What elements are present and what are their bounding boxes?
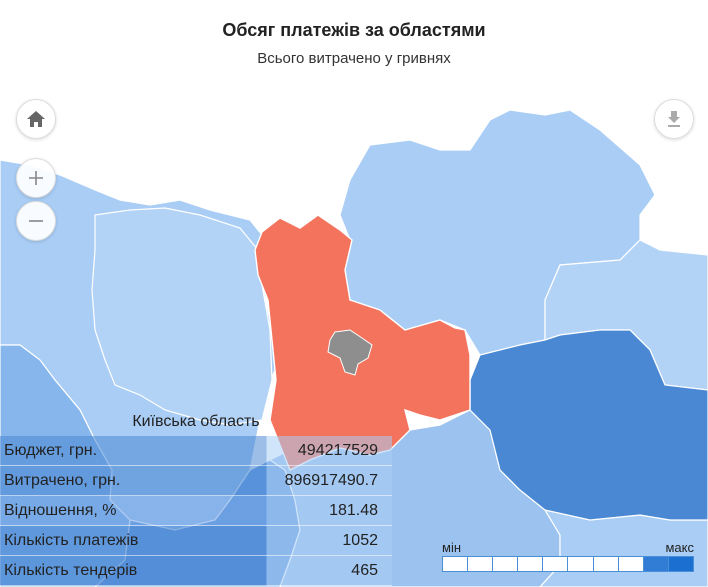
tooltip-label: Відношення, %: [4, 502, 117, 519]
tooltip-region-name: Київська область: [132, 413, 260, 430]
legend-step: [468, 557, 494, 571]
tooltip-value: 465: [351, 562, 378, 579]
tooltip-row: Кількість платежів 1052: [0, 526, 392, 556]
home-icon: [27, 111, 45, 127]
city-kyiv[interactable]: [327, 329, 373, 376]
tooltip-label: Кількість платежів: [4, 532, 139, 549]
download-button[interactable]: [654, 99, 694, 139]
tooltip-value: 896917490.7: [284, 472, 378, 489]
minus-icon: [29, 220, 43, 222]
legend-step: [643, 557, 669, 571]
legend-step: [618, 557, 644, 571]
legend-step: [443, 557, 469, 571]
legend-step: [493, 557, 519, 571]
legend-scale: [442, 556, 694, 572]
tooltip-row: Витрачено, грн. 896917490.7: [0, 466, 392, 496]
map-subtitle: Всього витрачено у гривнях: [257, 50, 451, 67]
legend-step: [568, 557, 594, 571]
legend-max-label: макс: [665, 540, 694, 555]
legend-step: [543, 557, 569, 571]
zoom-in-button[interactable]: [16, 158, 56, 198]
tooltip-row: Відношення, % 181.48: [0, 496, 392, 526]
tooltip-value: 181.48: [329, 502, 378, 519]
tooltip-label: Витрачено, грн.: [4, 472, 121, 489]
home-button[interactable]: [16, 99, 56, 139]
region-tooltip: Київська область Бюджет, грн. 494217529 …: [0, 408, 392, 586]
zoom-out-button[interactable]: [16, 201, 56, 241]
tooltip-row: Кількість тендерів 465: [0, 556, 392, 586]
region-west-lower-light[interactable]: [91, 207, 273, 426]
tooltip-value: 1052: [342, 532, 378, 549]
color-legend: мін макс: [442, 540, 694, 572]
region-east[interactable]: [469, 329, 708, 521]
map-title: Обсяг платежів за областями: [222, 20, 486, 40]
download-icon: [668, 111, 680, 127]
tooltip-row: Бюджет, грн. 494217529: [0, 436, 392, 466]
legend-min-label: мін: [442, 540, 462, 555]
legend-step: [593, 557, 619, 571]
tooltip-label: Бюджет, грн.: [4, 442, 98, 459]
tooltip-label: Кількість тендерів: [4, 562, 138, 579]
legend-step: [518, 557, 544, 571]
plus-icon: [29, 171, 43, 185]
legend-step: [668, 557, 693, 571]
tooltip-value: 494217529: [297, 442, 378, 459]
